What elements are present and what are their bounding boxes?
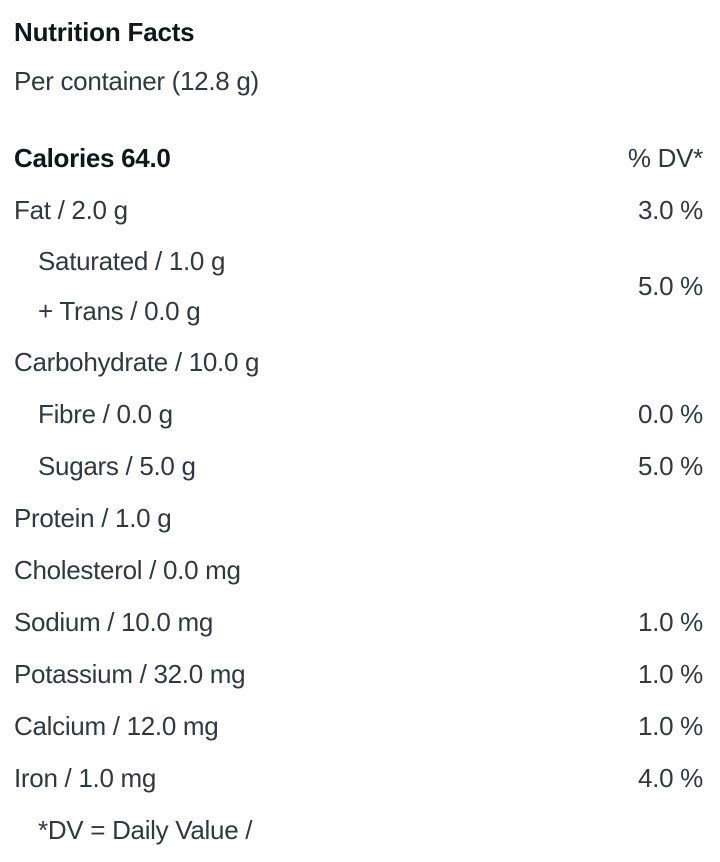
calories-row: Calories 64.0 % DV* [14,132,703,184]
calories-label: Calories 64.0 [14,142,171,173]
nutrient-row-iron: Iron / 1.0 mg 4.0 % [14,752,703,804]
nutrient-row-sugars: Sugars / 5.0 g 5.0 % [14,440,703,492]
dv-value: 5.0 % [638,450,703,481]
nutrient-label: Carbohydrate / 10.0 g [14,346,260,377]
nutrient-row-saturated-trans: Saturated / 1.0 g + Trans / 0.0 g 5.0 % [14,236,703,336]
nutrient-row-potassium: Potassium / 32.0 mg 1.0 % [14,648,703,700]
panel-title: Nutrition Facts [14,17,195,47]
nutrient-group-labels: Saturated / 1.0 g + Trans / 0.0 g [14,236,225,336]
nutrient-label: Sugars / 5.0 g [38,450,196,481]
nutrient-label: Calcium / 12.0 mg [14,710,219,741]
dv-value: 1.0 % [638,658,703,689]
dv-value: 0.0 % [638,398,703,429]
nutrient-row-fat: Fat / 2.0 g 3.0 % [14,184,703,236]
nutrient-row-calcium: Calcium / 12.0 mg 1.0 % [14,700,703,752]
nutrient-row-fibre: Fibre / 0.0 g 0.0 % [14,388,703,440]
nutrient-row-protein: Protein / 1.0 g [14,492,703,544]
dv-value: 1.0 % [638,606,703,637]
nutrient-label: Cholesterol / 0.0 mg [14,554,241,585]
nutrient-label: Fibre / 0.0 g [38,398,173,429]
nutrient-row-cholesterol: Cholesterol / 0.0 mg [14,544,703,596]
nutrient-row-sodium: Sodium / 10.0 mg 1.0 % [14,596,703,648]
nutrient-label: Sodium / 10.0 mg [14,606,213,637]
nutrient-label: Protein / 1.0 g [14,502,172,533]
dv-footnote-row: *DV = Daily Value / [14,804,703,856]
nutrient-row-carbohydrate: Carbohydrate / 10.0 g [14,336,703,388]
serving-size: Per container (12.8 g) [14,66,259,96]
nutrient-label: Potassium / 32.0 mg [14,658,246,689]
dv-value: 3.0 % [638,194,703,225]
dv-value: 1.0 % [638,710,703,741]
dv-column-header: % DV* [627,142,703,173]
nutrient-label: Iron / 1.0 mg [14,762,157,793]
nutrient-label: + Trans / 0.0 g [38,295,201,326]
nutrient-label: Saturated / 1.0 g [38,245,226,276]
nutrient-label: Fat / 2.0 g [14,194,128,225]
dv-value: 5.0 % [638,270,703,301]
dv-footnote: *DV = Daily Value / [38,814,253,845]
dv-value: 4.0 % [638,762,703,793]
